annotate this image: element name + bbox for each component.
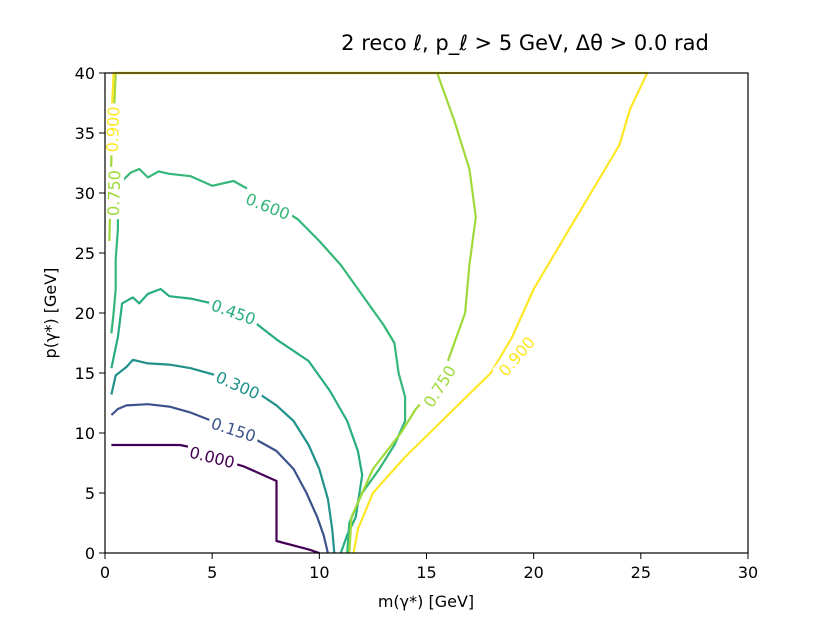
y-tick-label: 5	[85, 484, 95, 503]
x-tick-label: 15	[416, 563, 436, 582]
y-tick-label: 30	[75, 184, 95, 203]
contour-label-bg	[492, 329, 541, 383]
x-axis-ticks: 0 5 10 15 20 25 30	[100, 553, 758, 582]
y-tick-label: 15	[75, 364, 95, 383]
contour-label-bg	[417, 358, 462, 414]
x-tick-label: 20	[523, 563, 543, 582]
contour-line-0.000	[111, 443, 320, 555]
contour-label-bg	[205, 293, 262, 331]
contour-label-bg	[184, 441, 240, 473]
y-tick-label: 0	[85, 544, 95, 563]
y-tick-label: 40	[75, 64, 95, 83]
y-tick-label: 25	[75, 244, 95, 263]
contour-label-bg	[205, 411, 262, 447]
x-tick-label: 25	[631, 563, 651, 582]
y-tick-label: 10	[75, 424, 95, 443]
y-axis-label: p(γ*) [GeV]	[41, 268, 60, 359]
contour-label-bg	[101, 103, 124, 156]
x-tick-label: 10	[309, 563, 329, 582]
contour-label-bg	[240, 187, 296, 226]
y-tick-label: 35	[75, 124, 95, 143]
x-axis-label: m(γ*) [GeV]	[378, 592, 474, 611]
contour-label-0.900: 0.900	[103, 106, 124, 152]
contour-label-group: 0.900	[101, 103, 124, 156]
contour-label-group: 0.750	[102, 166, 125, 220]
x-tick-label: 0	[100, 563, 110, 582]
contour-label-bg	[102, 166, 125, 220]
contour-label-0.750: 0.750	[104, 170, 125, 216]
contour-line-0.900	[110, 71, 649, 554]
chart-title: 2 reco ℓ, p_ℓ > 5 GeV, Δθ > 0.0 rad	[341, 31, 709, 56]
x-tick-label: 5	[207, 563, 217, 582]
y-axis-ticks: 0 5 10 15 20 25 30 35 40	[75, 64, 105, 563]
y-tick-label: 20	[75, 304, 95, 323]
contour-label-bg	[210, 365, 266, 405]
x-tick-label: 30	[738, 563, 758, 582]
